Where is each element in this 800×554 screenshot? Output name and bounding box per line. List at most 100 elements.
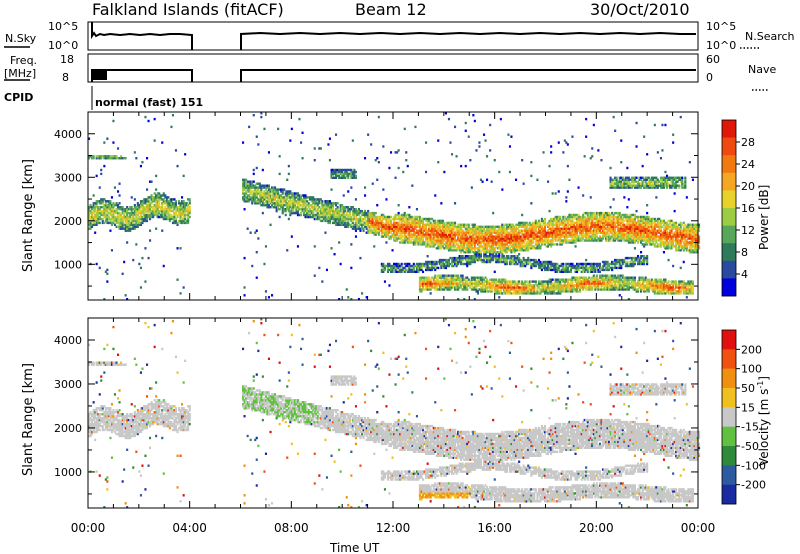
power-cell [441, 235, 444, 238]
power-cell [263, 127, 266, 131]
power-cell [580, 262, 583, 266]
power-cell [300, 213, 303, 217]
power-cell [591, 221, 594, 225]
power-cell [554, 229, 557, 232]
power-cell [396, 237, 399, 240]
power-cell [577, 227, 580, 230]
power-cell [443, 221, 446, 225]
power-cell [557, 290, 560, 293]
power-cell [415, 266, 418, 270]
power-cell [248, 198, 251, 201]
power-cell [510, 231, 513, 234]
power-cell [333, 217, 336, 221]
power-cell [396, 270, 399, 273]
power-cell [361, 211, 364, 215]
power-cell [414, 223, 417, 226]
power-cell [94, 204, 97, 207]
power-cell [380, 225, 383, 228]
power-cell [144, 247, 147, 250]
power-cell [478, 235, 481, 238]
power-cell [420, 233, 423, 236]
power-cell [310, 204, 313, 207]
power-cell [138, 208, 141, 211]
power-cell [554, 264, 557, 268]
power-cell [139, 202, 142, 205]
power-cell [243, 194, 246, 197]
power-cell [563, 219, 566, 223]
power-cell [91, 213, 94, 217]
power-cell [508, 290, 511, 293]
power-cell [92, 217, 95, 221]
power-cell [354, 174, 357, 178]
power-cell [132, 225, 135, 228]
power-cell [489, 249, 492, 252]
power-cell [540, 229, 543, 232]
power-cell [260, 196, 263, 199]
power-cell [338, 170, 341, 174]
power-cell [132, 219, 135, 223]
power-cell [298, 194, 301, 197]
power-cell [173, 215, 176, 219]
power-cell [466, 262, 469, 266]
power-cell [501, 251, 504, 254]
power-cell [466, 223, 469, 226]
power-cell [164, 213, 167, 217]
power-cell [344, 217, 347, 221]
power-cell [92, 157, 95, 160]
power-cell [539, 280, 542, 283]
power-cell [527, 245, 530, 248]
power-cell [420, 288, 423, 291]
power-cell [324, 209, 327, 213]
power-cell [335, 217, 338, 221]
power-cell [370, 217, 373, 221]
power-cell [170, 209, 173, 213]
power-cell [521, 284, 524, 287]
power-cell [577, 237, 580, 240]
power-cell [527, 256, 530, 260]
power-cell [548, 239, 551, 242]
power-cell [374, 233, 377, 236]
power-cell [505, 227, 508, 230]
power-cell [457, 274, 460, 277]
power-cell [158, 198, 161, 201]
power-cell [572, 278, 575, 281]
power-cell [515, 249, 518, 252]
power-cell [97, 155, 100, 158]
power-cell [470, 278, 473, 281]
power-cell [483, 290, 486, 293]
power-cell [484, 239, 487, 242]
power-cell [394, 221, 397, 225]
power-cell [118, 227, 121, 230]
power-cell [513, 280, 516, 283]
power-cell [547, 262, 550, 266]
power-cell [582, 284, 585, 287]
power-cell [508, 288, 511, 291]
power-cell [592, 262, 595, 266]
power-cell [312, 202, 315, 205]
power-cell [592, 270, 595, 273]
power-cell [580, 219, 583, 223]
power-cell [132, 223, 135, 226]
power-cell [443, 274, 446, 277]
power-cell [454, 249, 457, 252]
power-cell [487, 282, 490, 285]
power-cell [446, 235, 449, 238]
power-cell [490, 233, 493, 236]
power-cell [272, 202, 275, 205]
power-cell [153, 196, 156, 199]
power-cell [396, 221, 399, 225]
power-cell [446, 288, 449, 291]
power-cell [153, 213, 156, 217]
power-cell [469, 251, 472, 254]
power-cell [492, 258, 495, 262]
power-cell [455, 231, 458, 234]
power-cell [319, 147, 322, 150]
power-cell [139, 286, 142, 289]
power-cell [592, 268, 595, 272]
power-cell [91, 208, 94, 211]
power-panel [87, 111, 701, 301]
power-cell [405, 223, 408, 226]
power-cell [248, 186, 251, 189]
power-cell [350, 168, 353, 172]
power-cell [565, 217, 568, 221]
